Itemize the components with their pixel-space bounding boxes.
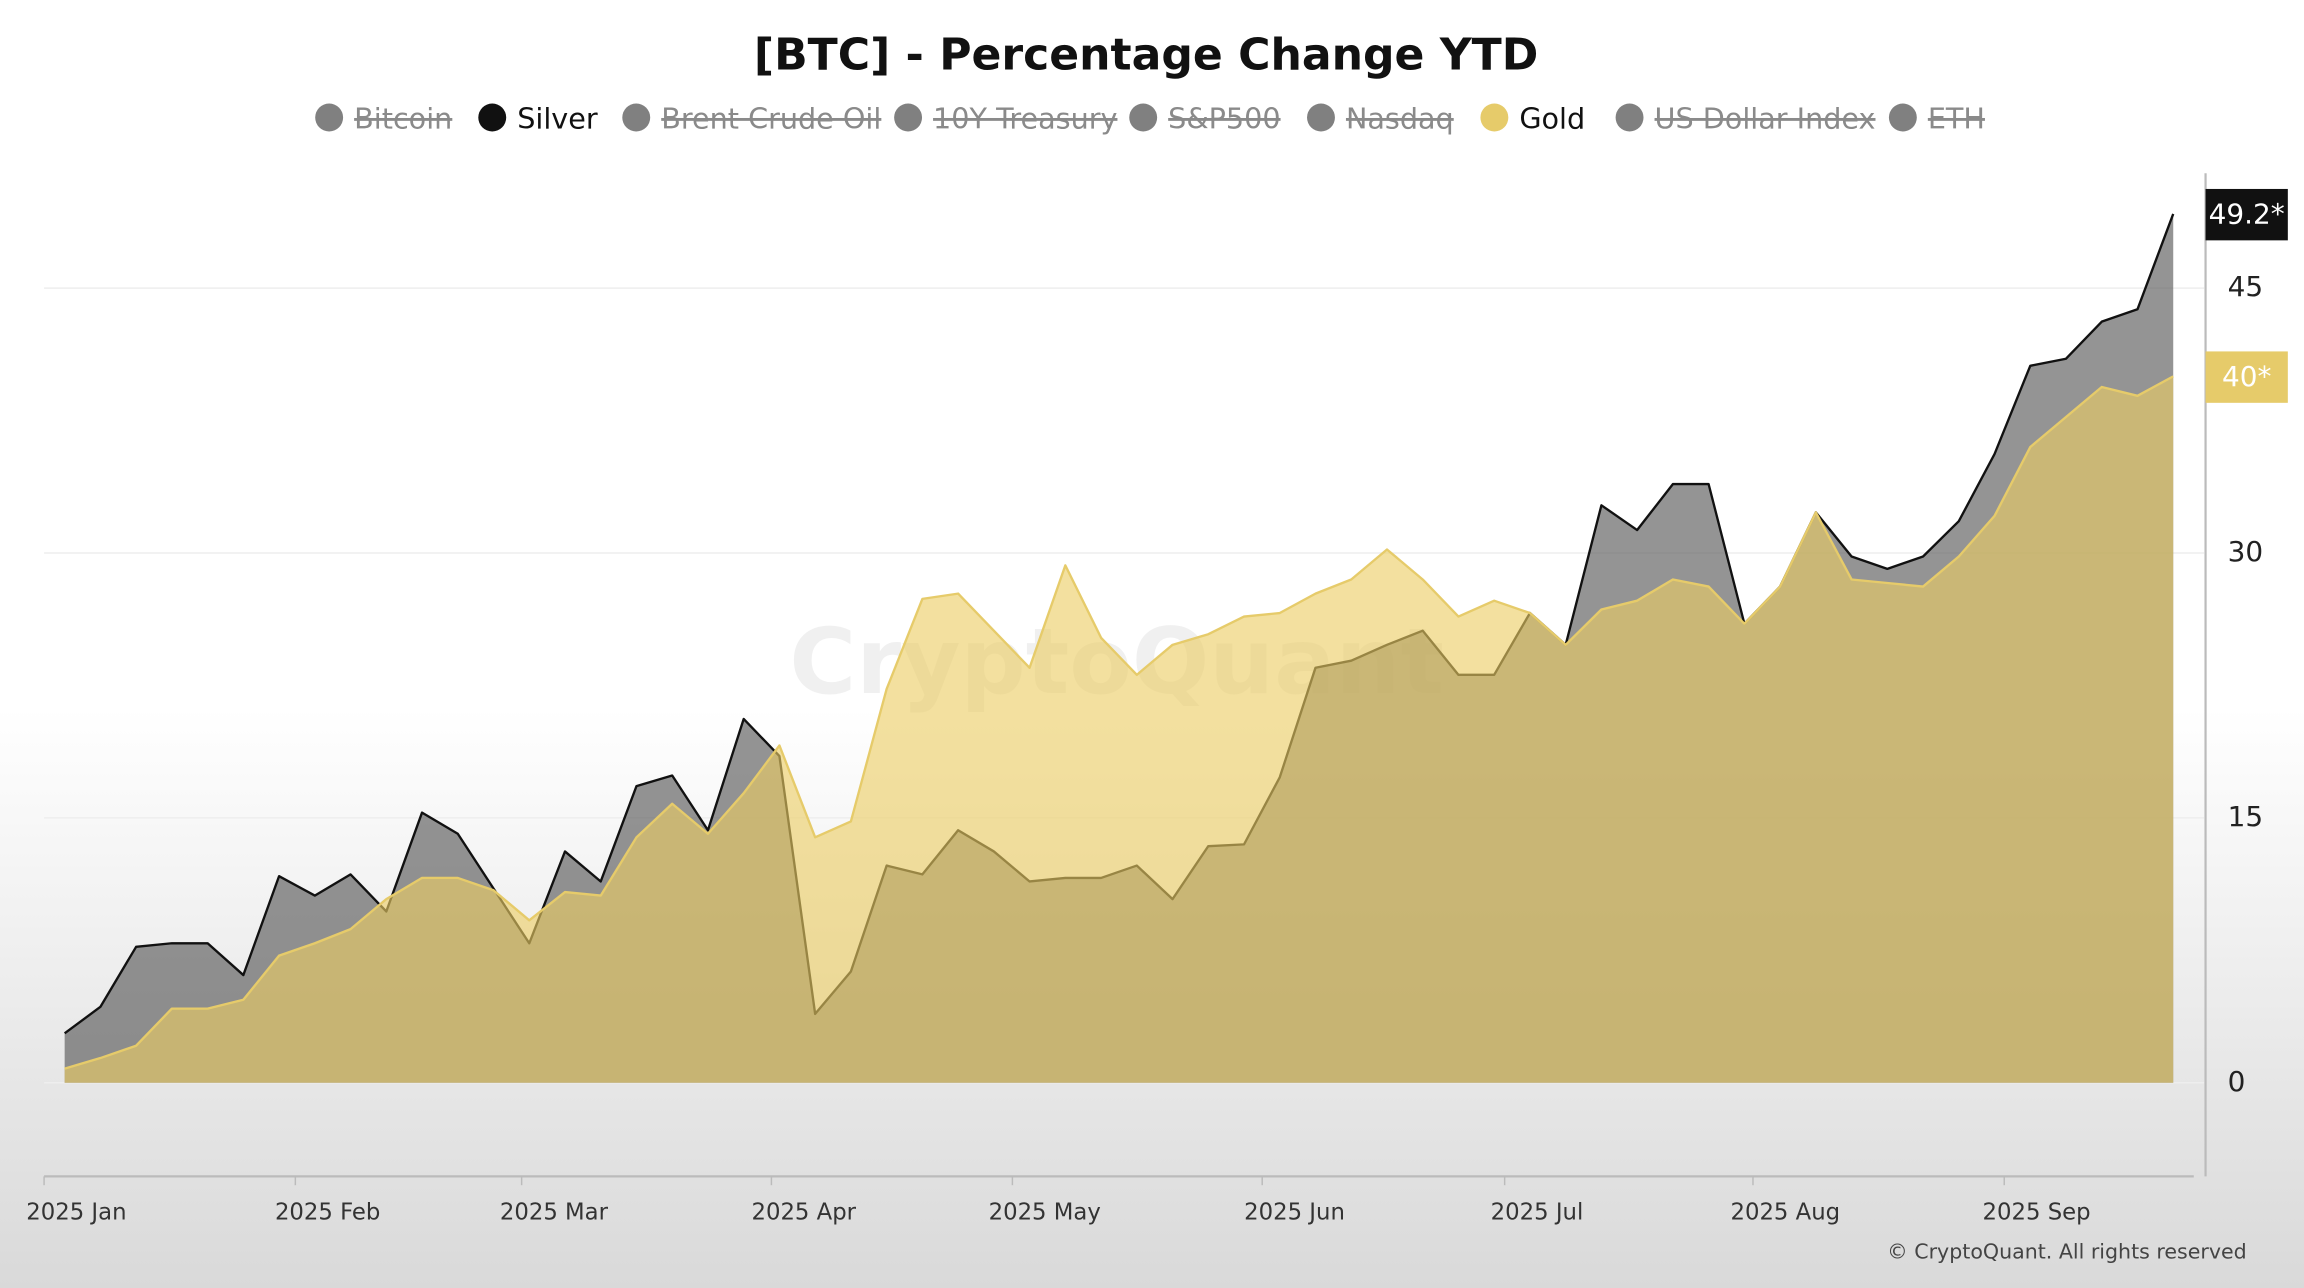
legend-marker: [1888, 103, 1917, 132]
legend-label: S&P500: [1168, 101, 1280, 135]
legend-label: Silver: [517, 101, 598, 135]
end-label: 49.2*: [2209, 197, 2285, 230]
legend-marker: [1307, 103, 1335, 132]
legend-marker: [1480, 103, 1509, 132]
end-label-box: [2205, 188, 2288, 241]
legend-label: 10Y Treasury: [933, 101, 1117, 135]
legend-label: Gold: [1519, 101, 1585, 135]
legend-marker: [1129, 103, 1158, 132]
y-tick-label: 0: [2228, 1065, 2246, 1098]
chart-title: [BTC] - Percentage Change YTD: [754, 29, 1538, 80]
legend-label: US Dollar Index: [1655, 101, 1876, 135]
y-tick-label: 45: [2228, 270, 2264, 303]
legend-marker: [894, 103, 923, 132]
area: [64, 376, 2174, 1083]
x-tick-label: 2025 Apr: [751, 1200, 856, 1226]
end-label: 40*: [2222, 360, 2272, 393]
copyright: © CryptoQuant. All rights reserved: [1887, 1240, 2247, 1264]
y-tick-label: 30: [2228, 535, 2264, 568]
legend-marker: [1615, 103, 1644, 132]
legend-label: Brent Crude Oil: [661, 101, 881, 135]
x-tick-label: 2025 Feb: [275, 1200, 380, 1226]
legend-label: Nasdaq: [1346, 101, 1454, 135]
end-label-box: [2205, 351, 2288, 403]
legend-label: Bitcoin: [354, 101, 452, 135]
line: [64, 375, 2174, 1070]
x-tick-label: 2025 Jul: [1491, 1200, 1584, 1226]
x-tick-label: 2025 Jan: [26, 1200, 126, 1226]
x-tick-label: 2025 Sep: [1983, 1200, 2091, 1226]
x-tick-label: 2025 Aug: [1731, 1200, 1841, 1226]
x-tick-label: 2025 May: [989, 1200, 1101, 1226]
legend-marker: [622, 103, 651, 132]
legend-marker: [315, 103, 344, 132]
x-tick-label: 2025 Jun: [1244, 1200, 1345, 1226]
y-tick-label: 15: [2228, 800, 2264, 833]
x-tick-label: 2025 Mar: [500, 1200, 609, 1226]
legend-marker: [478, 103, 507, 132]
legend-label: ETH: [1928, 101, 1985, 135]
